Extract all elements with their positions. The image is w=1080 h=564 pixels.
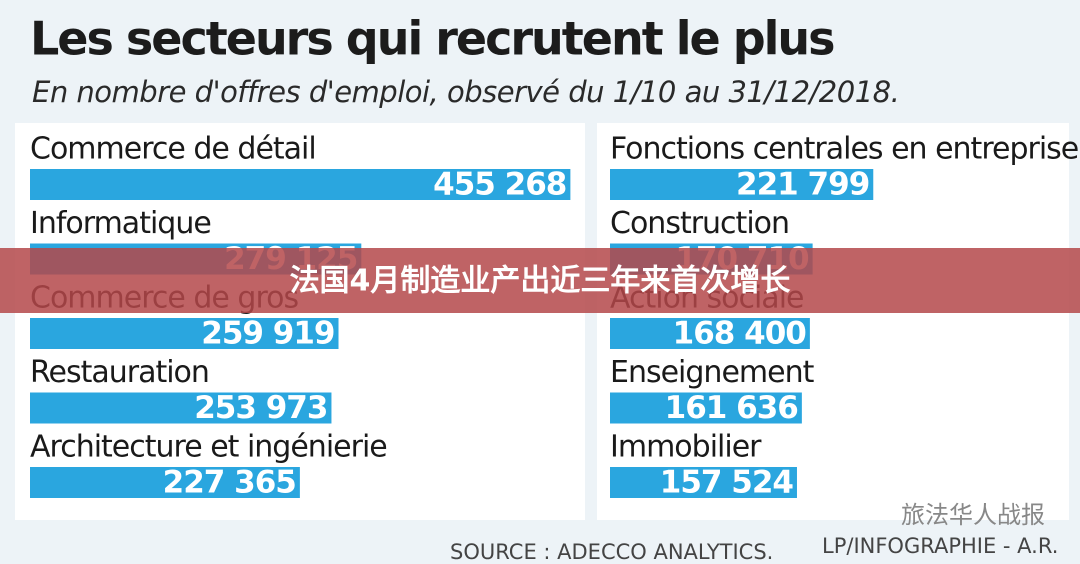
value-label: 259 919 [201, 316, 334, 352]
value-label: 227 365 [163, 465, 296, 501]
category-label: Enseignement [610, 355, 815, 390]
bar [30, 318, 339, 349]
value-label: 253 973 [194, 390, 327, 426]
bar [30, 169, 571, 200]
banner: 法国4月制造业产出近三年来首次增长 [290, 264, 791, 299]
bar [30, 467, 300, 498]
credit: LP/INFOGRAPHIE - A.R. [822, 534, 1058, 558]
value-label: 157 524 [660, 465, 794, 501]
category-label: Informatique [30, 206, 211, 241]
category-label: Construction [610, 206, 789, 241]
value-label: 168 400 [673, 316, 807, 352]
subtitle: En nombre d'offres d'emploi, observé du … [32, 75, 899, 109]
banner-background [0, 248, 1080, 313]
category-label: Restauration [30, 355, 209, 390]
category-label: Immobilier [610, 430, 762, 465]
source: SOURCE : ADECCO ANALYTICS. [450, 540, 773, 564]
bar [610, 169, 874, 200]
bar [610, 318, 810, 349]
value-label: 455 268 [433, 167, 566, 203]
category-label: Commerce de détail [30, 132, 316, 167]
category-label: Fonctions centrales en entreprise [610, 132, 1078, 167]
value-label: 161 636 [665, 390, 798, 426]
watermark: 旅法华人战报 [901, 501, 1045, 529]
bar [610, 392, 802, 424]
title: Les secteurs qui recrutent le plus [30, 12, 834, 66]
value-label: 221 799 [736, 167, 869, 203]
bar [30, 392, 332, 424]
bar [610, 467, 797, 498]
category-label: Architecture et ingénierie [30, 430, 387, 465]
